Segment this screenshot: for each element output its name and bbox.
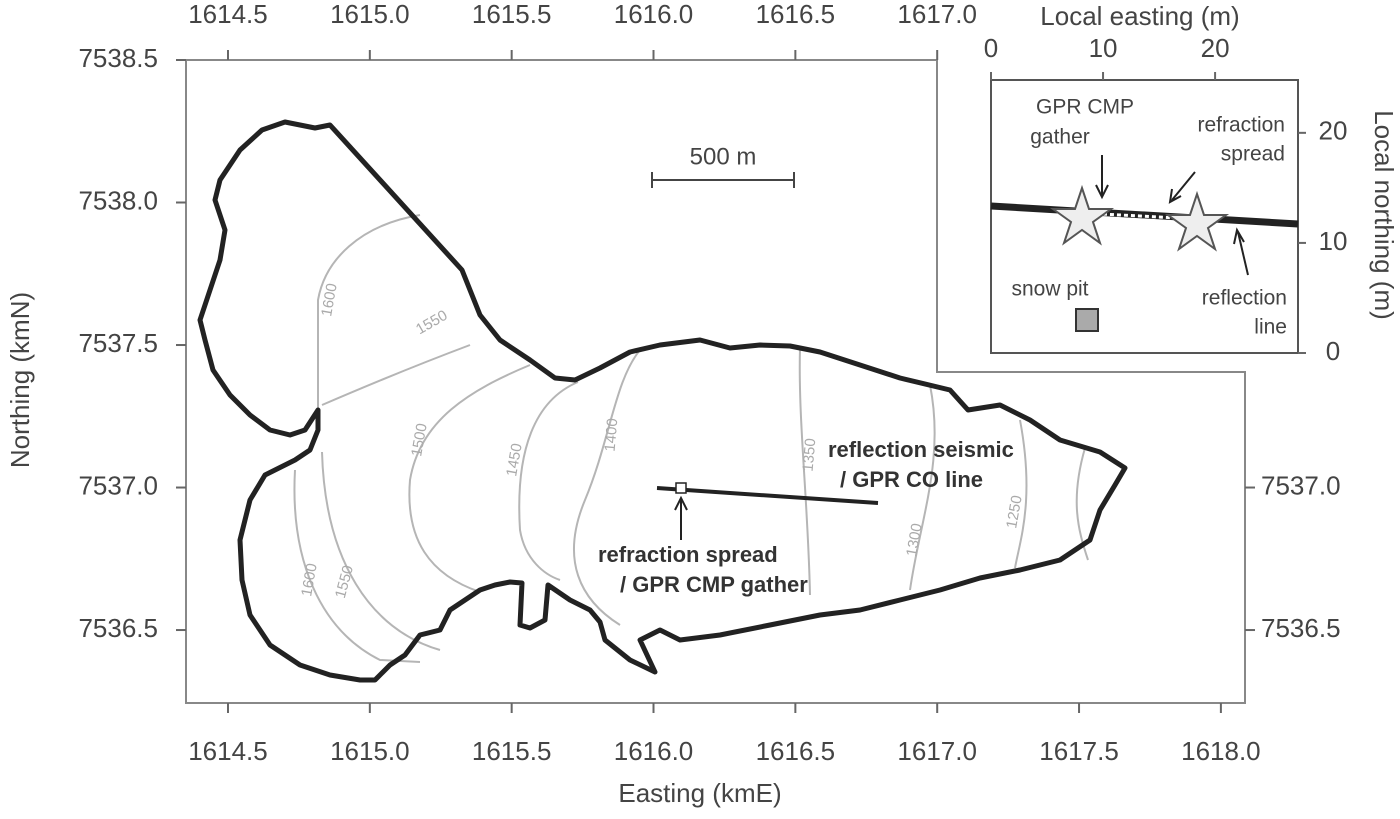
contour-line <box>572 349 641 626</box>
inset-y-title: Local northing (m) <box>1369 110 1399 320</box>
contours <box>293 214 1089 663</box>
x2-tick-label: 1617.0 <box>897 0 977 29</box>
x2-tick-label: 1615.5 <box>472 0 552 29</box>
inset-frame <box>990 79 1299 354</box>
contour-label: 1400 <box>602 418 622 453</box>
snow-pit <box>1075 308 1099 332</box>
arrow <box>674 495 688 540</box>
x2-tick-label: 1614.5 <box>188 0 268 29</box>
x-tick-label: 1616.0 <box>614 736 694 766</box>
contour-line <box>1014 419 1028 569</box>
scale-label: 500 m <box>690 143 757 170</box>
x-tick-label: 1614.5 <box>188 736 268 766</box>
y-tick-label: 7537.5 <box>78 328 158 358</box>
inset-refraction-spread <box>1081 211 1198 221</box>
annotation: refraction spread <box>598 542 778 567</box>
annotation: / GPR CO line <box>840 467 983 492</box>
y2-tick-label: 7537.0 <box>1261 470 1341 500</box>
contour-line <box>1075 447 1089 561</box>
x2-tick-label: 1616.5 <box>756 0 836 29</box>
y-axis-title: Northing (kmN) <box>5 292 35 468</box>
x2-tick-label: 1615.0 <box>330 0 410 29</box>
glacier-outline <box>197 119 1128 683</box>
contour-line <box>798 347 811 596</box>
contour-line <box>518 381 579 581</box>
y2-tick-label: 7536.5 <box>1261 613 1341 643</box>
y-tick-label: 7538.5 <box>78 43 158 73</box>
contour-label: 1600 <box>298 562 321 598</box>
inset-annotation: refraction <box>1197 114 1285 137</box>
inset-y-tick-label: 10 <box>1319 226 1348 256</box>
inset-annotation: gather <box>1030 126 1090 149</box>
star <box>1164 190 1230 252</box>
inset-y-tick-label: 20 <box>1319 116 1348 146</box>
contour-label: 1350 <box>800 438 820 473</box>
x-tick-label: 1615.5 <box>472 736 552 766</box>
contour-label: 1600 <box>318 282 341 318</box>
y-tick-label: 7537.0 <box>78 470 158 500</box>
contour-label: 1450 <box>503 442 526 478</box>
y-tick-label: 7536.5 <box>78 613 158 643</box>
annotation: / GPR CMP gather <box>620 572 808 597</box>
x-axis-title: Easting (kmE) <box>618 778 781 808</box>
reflection-line <box>656 486 879 505</box>
contour-label: 1300 <box>903 522 926 558</box>
inset-x-tick-label: 10 <box>1089 33 1118 63</box>
spread-marker <box>675 482 687 494</box>
y-tick-label: 7538.0 <box>78 185 158 215</box>
inset-x-title: Local easting (m) <box>1040 1 1239 31</box>
inset-annotation: GPR CMP <box>1036 96 1134 119</box>
contour-label: 1550 <box>332 564 357 601</box>
inset-annotation: line <box>1254 316 1287 339</box>
inset-annotation: reflection <box>1202 287 1287 310</box>
x-tick-label: 1617.0 <box>897 736 977 766</box>
contour-line <box>321 451 441 651</box>
x2-tick-label: 1616.0 <box>614 0 694 29</box>
inset-annotation: snow pit <box>1011 278 1088 301</box>
contour-line <box>321 344 471 406</box>
inset-y-tick-label: 0 <box>1326 336 1340 366</box>
inset-x-tick-label: 0 <box>984 33 998 63</box>
inset-x-tick-label: 20 <box>1201 33 1230 63</box>
inset-reflection-line <box>990 202 1299 228</box>
x-tick-label: 1615.0 <box>330 736 410 766</box>
contour-label: 1500 <box>408 422 431 458</box>
inset-arrows <box>1095 155 1249 276</box>
contour-line <box>909 384 936 591</box>
star <box>1049 184 1115 246</box>
x-tick-label: 1616.5 <box>756 736 836 766</box>
inset-annotation: spread <box>1221 143 1285 166</box>
x-tick-label: 1617.5 <box>1039 736 1119 766</box>
x-tick-label: 1618.0 <box>1181 736 1261 766</box>
annotation: reflection seismic <box>828 437 1014 462</box>
contour-label: 1250 <box>1003 494 1026 530</box>
scale-bar <box>651 172 795 188</box>
contour-line <box>293 469 421 663</box>
contour-line <box>317 214 421 410</box>
contour-line <box>408 364 531 593</box>
contour-label: 1550 <box>413 307 450 338</box>
